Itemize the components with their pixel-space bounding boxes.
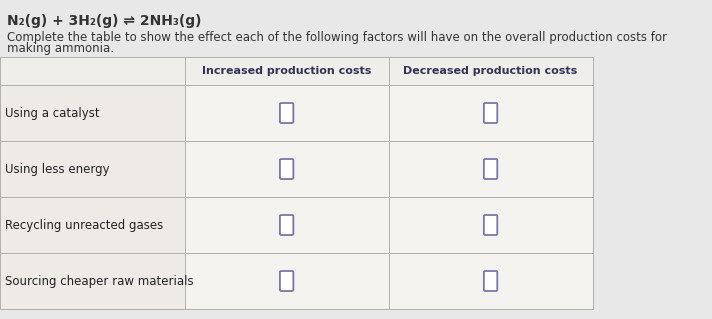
Bar	[389, 197, 592, 253]
Bar	[184, 85, 389, 141]
FancyBboxPatch shape	[484, 271, 497, 291]
FancyBboxPatch shape	[484, 103, 497, 123]
Bar	[0, 253, 184, 309]
Text: Using less energy: Using less energy	[5, 162, 110, 175]
Bar	[184, 253, 389, 309]
Text: Decreased production costs: Decreased production costs	[404, 66, 577, 76]
Bar	[0, 197, 184, 253]
Text: Increased production costs: Increased production costs	[202, 66, 372, 76]
FancyBboxPatch shape	[280, 215, 293, 235]
Bar	[389, 253, 592, 309]
Bar	[389, 141, 592, 197]
FancyBboxPatch shape	[280, 159, 293, 179]
Bar	[184, 57, 389, 85]
FancyBboxPatch shape	[484, 159, 497, 179]
Bar	[0, 57, 184, 85]
Text: making ammonia.: making ammonia.	[6, 42, 114, 55]
Bar	[0, 141, 184, 197]
Bar	[184, 197, 389, 253]
Text: Using a catalyst: Using a catalyst	[5, 107, 100, 120]
Bar	[184, 141, 389, 197]
FancyBboxPatch shape	[484, 215, 497, 235]
Text: N₂(g) + 3H₂(g) ⇌ 2NH₃(g): N₂(g) + 3H₂(g) ⇌ 2NH₃(g)	[6, 14, 201, 28]
Bar	[389, 57, 592, 85]
FancyBboxPatch shape	[280, 271, 293, 291]
Text: Complete the table to show the effect each of the following factors will have on: Complete the table to show the effect ea…	[6, 31, 666, 44]
Text: Recycling unreacted gases: Recycling unreacted gases	[5, 219, 163, 232]
Bar	[0, 85, 184, 141]
FancyBboxPatch shape	[280, 103, 293, 123]
Bar	[389, 85, 592, 141]
Text: Sourcing cheaper raw materials: Sourcing cheaper raw materials	[5, 275, 194, 287]
